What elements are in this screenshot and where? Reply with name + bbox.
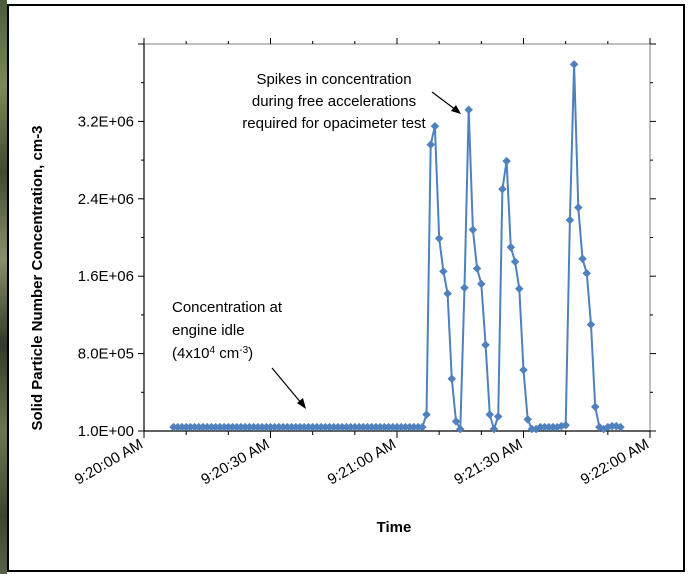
data-point: [514, 284, 524, 294]
y-tick-label: 1.0E+00: [78, 423, 134, 440]
data-point: [460, 283, 469, 293]
x-tick-label: 9:21:00 AM: [325, 436, 399, 489]
data-point: [510, 257, 520, 267]
y-tick-label: 2.4E+06: [78, 191, 134, 208]
data-point: [616, 422, 625, 432]
data-point: [472, 264, 482, 273]
idle-arrow: [271, 367, 303, 405]
data-point: [439, 267, 448, 276]
data-point: [489, 424, 499, 434]
idle-annotation-line-3: (4x104 cm-3): [172, 345, 253, 363]
y-tick-label: 1.6E+06: [78, 268, 134, 285]
data-point: [455, 424, 465, 434]
data-point: [523, 415, 533, 424]
spikes-annotation-line-2: during free accelerations: [252, 93, 416, 110]
spikes-arrow: [431, 91, 457, 111]
idle-annotation-line-1: Concentration at: [172, 299, 283, 316]
spikes-annotation: Spikes in concentration during free acce…: [242, 71, 461, 132]
y-tick-label: 8.0E+05: [78, 346, 134, 363]
data-point: [493, 412, 503, 421]
data-point: [519, 365, 528, 375]
idle-annotation: Concentration at engine idle (4x104 cm-3…: [172, 299, 306, 409]
data-point: [434, 234, 444, 243]
data-point: [561, 420, 571, 430]
chart-frame: [7, 4, 685, 572]
data-point: [578, 254, 587, 264]
data-point: [426, 140, 436, 149]
data-point: [586, 320, 596, 329]
x-tick-label: 9:22:00 AM: [578, 436, 652, 489]
data-point: [565, 215, 575, 225]
data-point: [573, 203, 583, 212]
x-tick-label: 9:20:30 AM: [198, 436, 272, 489]
x-tick-label: 9:20:00 AM: [72, 436, 146, 489]
spikes-annotation-line-3: required for opacimeter test: [242, 115, 426, 132]
y-axis-title: Solid Particle Number Concentration, cm-…: [29, 125, 46, 430]
data-point: [451, 416, 461, 426]
data-point: [430, 121, 440, 131]
data-point: [417, 422, 427, 432]
data-point: [502, 156, 511, 166]
data-point: [582, 268, 592, 278]
x-axis-title: Time: [377, 519, 412, 536]
data-point: [443, 289, 452, 298]
data-point: [422, 410, 431, 419]
data-point: [447, 374, 457, 384]
data-point: [468, 225, 478, 235]
data-point: [590, 402, 600, 412]
tick-labels: 1.0E+00 8.0E+05 1.6E+06 2.4E+06 3.2E+06 9:20:…: [72, 113, 652, 488]
idle-annotation-line-2: engine idle: [172, 322, 245, 339]
background-photo-strip: [0, 0, 7, 574]
data-point: [506, 242, 516, 252]
data-point: [481, 340, 490, 350]
y-tick-label: 3.2E+06: [78, 113, 134, 130]
data-series: [169, 59, 625, 434]
data-point: [498, 184, 507, 194]
spikes-arrowhead: [451, 105, 461, 114]
spikes-annotation-line-1: Spikes in concentration: [256, 71, 411, 88]
data-point: [464, 105, 474, 115]
data-point: [485, 410, 495, 419]
x-tick-label: 9:21:30 AM: [451, 436, 525, 489]
data-point: [569, 59, 579, 69]
data-point: [476, 279, 486, 289]
idle-arrowhead: [297, 398, 306, 409]
